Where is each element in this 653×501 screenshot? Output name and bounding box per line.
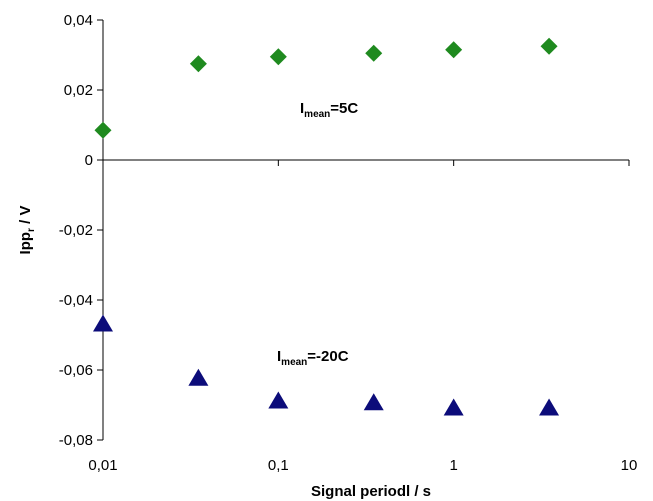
y-axis-title: Ippr / V (17, 206, 37, 255)
diamond-marker (269, 48, 287, 66)
triangle-marker (443, 398, 464, 416)
series-annotation: Imean=-20C (277, 348, 349, 368)
y-tick-label: -0,04 (59, 292, 93, 309)
y-tick-label: -0,08 (59, 432, 93, 449)
x-tick-label: 1 (449, 457, 457, 474)
triangle-marker (93, 314, 113, 332)
diamond-marker (445, 41, 463, 59)
annotation-sub: mean (281, 357, 307, 368)
triangle-marker (268, 391, 289, 409)
y-tick-label: 0,04 (64, 12, 93, 29)
x-tick-label: 10 (621, 457, 638, 474)
data-markers (93, 37, 560, 416)
annotation-sub: mean (304, 109, 330, 120)
y-axis-title-main: Ipp (17, 232, 34, 255)
triangle-marker (539, 398, 560, 416)
x-axis-ticks: 0,01 0,1 1 10 (88, 160, 637, 474)
triangle-marker (363, 393, 384, 411)
y-tick-label: -0,02 (59, 222, 93, 239)
diamond-marker (365, 44, 383, 62)
diamond-marker (540, 37, 558, 55)
x-tick-label: 0,01 (88, 457, 117, 474)
x-tick-label: 0,1 (268, 457, 289, 474)
diamond-marker (94, 121, 112, 139)
plot-area (102, 20, 629, 440)
series-annotation: Imean=5C (300, 100, 358, 120)
y-tick-label: 0 (85, 152, 93, 169)
annotation-rest: =-20C (307, 348, 348, 365)
y-axis-title-sub: r (26, 228, 37, 232)
y-tick-label: 0,02 (64, 82, 93, 99)
y-tick-label: -0,06 (59, 362, 93, 379)
y-axis-ticks: 0,04 0,02 0 -0,02 -0,04 -0,06 -0,08 (59, 12, 103, 449)
triangle-marker (188, 368, 209, 386)
annotation-main: I (300, 100, 304, 117)
annotation-main: I (277, 348, 281, 365)
annotation-rest: =5C (330, 100, 358, 117)
diamond-marker (189, 55, 207, 73)
x-axis-title: Signal periodl / s (311, 483, 431, 500)
y-axis-title-rest: / V (17, 206, 34, 229)
